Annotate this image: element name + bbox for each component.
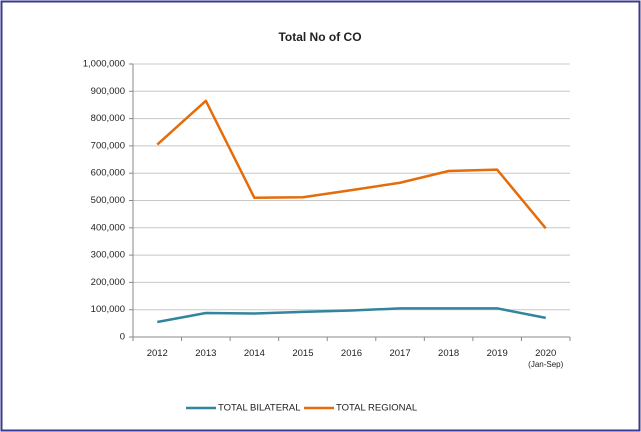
y-tick-label: 600,000 bbox=[91, 168, 125, 179]
x-tick-label: 2019 bbox=[487, 348, 508, 359]
x-tick-label: 2014 bbox=[244, 348, 265, 359]
x-tick-label: 2012 bbox=[147, 348, 168, 359]
x-tick-label: 2017 bbox=[389, 348, 410, 359]
legend-label: TOTAL REGIONAL bbox=[336, 403, 417, 414]
x-tick-label: 2016 bbox=[341, 348, 362, 359]
x-tick-label: 2018 bbox=[438, 348, 459, 359]
legend-label: TOTAL BILATERAL bbox=[218, 403, 301, 414]
y-tick-label: 100,000 bbox=[91, 304, 125, 315]
y-tick-label: 200,000 bbox=[91, 277, 125, 288]
y-tick-label: 900,000 bbox=[91, 86, 125, 97]
x-tick-label: 2015 bbox=[292, 348, 313, 359]
y-tick-label: 0 bbox=[120, 332, 125, 343]
chart-title: Total No of CO bbox=[278, 30, 361, 44]
y-tick-label: 800,000 bbox=[91, 113, 125, 124]
series-line bbox=[156, 99, 547, 230]
y-tick-label: 400,000 bbox=[91, 222, 125, 233]
y-tick-label: 700,000 bbox=[91, 140, 125, 151]
x-tick-label: 2020 (Jan-Sep) bbox=[528, 348, 563, 370]
y-tick-label: 300,000 bbox=[91, 250, 125, 261]
x-tick-label: 2013 bbox=[195, 348, 216, 359]
y-tick-label: 1,000,000 bbox=[83, 59, 125, 70]
y-tick-label: 500,000 bbox=[91, 195, 125, 206]
series-line bbox=[157, 307, 546, 324]
